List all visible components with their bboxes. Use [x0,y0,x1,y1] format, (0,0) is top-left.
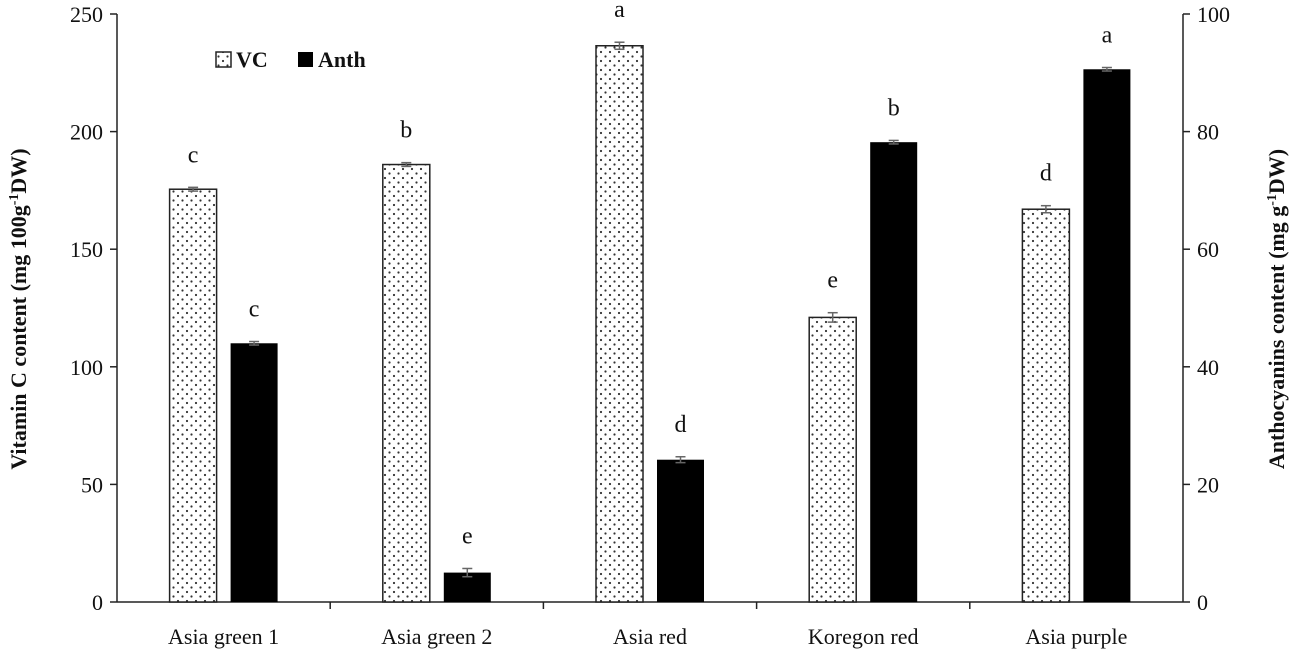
significance-label: a [1102,23,1113,49]
bar-anth [230,343,278,602]
significance-label: b [400,118,412,144]
x-tick-label: Asia red [613,624,687,649]
bar-vc [382,163,431,603]
bar-anth [657,459,704,602]
bar-vc [1021,208,1071,603]
significance-label: d [675,412,687,438]
y-left-tick-label: 100 [70,355,103,380]
axes: 0 50 100 150 200 250 0 20 40 60 80 100 Asia green 1 A… [70,2,1230,649]
y-left-tick-label: 200 [70,120,103,145]
y-left-tick-label: 150 [70,237,103,262]
legend-swatch-vc [215,51,232,68]
y-right-axis-title: Anthocyanins content (mg g-1DW) [1264,149,1289,469]
bar-vc [168,188,218,603]
significance-label: d [1040,161,1052,187]
y-right-tick-label: 20 [1197,472,1219,497]
significance-label: a [614,0,625,23]
bar-anth [870,142,918,602]
significance-label: b [888,95,900,121]
y-right-tick-label: 80 [1197,120,1219,145]
bar-vc [808,316,857,603]
y-right-tick-label: 0 [1197,590,1208,615]
bar-vc [595,45,644,603]
legend-swatch-anth [298,52,313,67]
y-left-tick-label: 250 [70,2,103,27]
x-tick-label: Asia green 2 [381,624,492,649]
legend-label-anth: Anth [318,47,366,72]
significance-label: c [188,142,199,168]
x-tick-label: Asia purple [1025,624,1127,649]
significance-label: c [249,297,260,323]
y-left-axis-title: Vitamin C content (mg 100g-1DW) [6,148,31,469]
y-left-tick-label: 0 [92,590,103,615]
bar-anth [443,572,491,602]
labels: c c b e a d e b d a [188,0,1113,549]
bars [168,41,1131,603]
x-tick-label: Koregon red [808,624,919,649]
significance-label: e [462,523,473,549]
y-right-tick-label: 40 [1197,355,1219,380]
significance-label: e [827,268,838,294]
bar-anth [1083,69,1131,603]
x-tick-label: Asia green 1 [168,624,279,649]
y-right-tick-label: 100 [1197,2,1230,27]
y-right-tick-label: 60 [1197,237,1219,262]
legend: VC Anth [215,47,366,72]
y-left-tick-label: 50 [81,472,103,497]
legend-label-vc: VC [236,47,268,72]
